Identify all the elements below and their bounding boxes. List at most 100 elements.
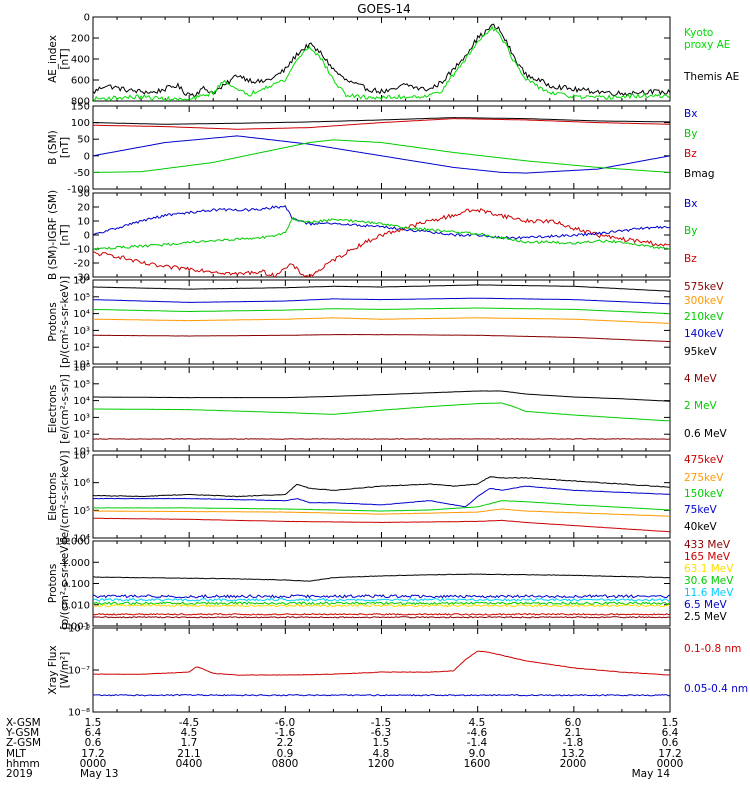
y-axis-label-line: [W/m²] — [59, 652, 71, 689]
series-line-275kev — [93, 508, 670, 517]
series-line-210kev — [93, 307, 670, 315]
y-axis-label: B (SM)-IGRF (SM)[nT] — [47, 190, 71, 280]
x-axis-value: 0800 — [272, 758, 299, 770]
y-tick-label: -10 — [74, 245, 90, 256]
y-tick-label: 10³ — [73, 413, 90, 424]
series-line-165-mev — [93, 613, 670, 616]
y-axis-label-line: [nT] — [59, 48, 71, 69]
x-axis-value: -1.8 — [563, 737, 584, 749]
x-axis-value: 1.5 — [662, 717, 679, 729]
series-line-kyoto — [93, 25, 670, 101]
y-tick-label: 30 — [77, 189, 90, 200]
x-axis-value: 0000 — [80, 758, 107, 770]
legend-entry: Bx — [684, 108, 697, 120]
y-axis-label-line: Protons — [47, 564, 59, 603]
x-axis-value: -6.0 — [275, 717, 296, 729]
y-tick-label: 400 — [71, 55, 90, 66]
series-line-63-1-mev — [93, 603, 670, 608]
series-line-by — [93, 216, 670, 251]
y-tick-label: 10⁻⁸ — [68, 708, 90, 719]
x-axis-value: -4.5 — [179, 717, 200, 729]
x-axis-value: 0.6 — [662, 737, 679, 749]
figure-title: GOES-14 — [357, 2, 411, 16]
legend-entry: 150keV — [684, 488, 724, 500]
y-tick-label: 10⁴ — [73, 396, 90, 407]
legend-entry: Bx — [684, 198, 697, 210]
x-axis-value: -4.6 — [467, 727, 488, 739]
legend-entry: 2 MeV — [684, 400, 718, 412]
x-axis-row-label: X-GSM — [6, 717, 41, 729]
y-tick-label: 100 — [71, 118, 90, 129]
y-tick-label: 0.100 — [61, 579, 90, 590]
series-line-575kev — [93, 333, 670, 342]
y-axis-label-line: B (SM) — [47, 130, 59, 164]
x-axis-value: 1.5 — [85, 717, 102, 729]
legend-entry: 75keV — [684, 504, 718, 516]
legend-entry: 433 MeV — [684, 539, 731, 551]
series-line-40kev — [93, 476, 670, 498]
series-line-bmag — [93, 117, 670, 125]
series-line-150kev — [93, 500, 670, 512]
y-axis-label: AE_index[nT] — [47, 35, 71, 83]
x-axis-value: 6.0 — [565, 717, 582, 729]
y-axis-label-line: B (SM)-IGRF (SM) — [47, 190, 59, 280]
series-line-bz — [93, 207, 670, 277]
x-axis-row-label: Z-GSM — [6, 737, 41, 749]
legend-entry: 0.1-0.8 nm — [684, 643, 741, 655]
legend-entry: By — [684, 225, 697, 237]
y-tick-label: 10⁶ — [73, 478, 90, 489]
y-tick-label: 0.001 — [61, 622, 90, 633]
legend-entry: 165 MeV — [684, 551, 731, 563]
y-tick-label: 600 — [71, 76, 90, 87]
y-tick-label: -100 — [67, 185, 90, 196]
x-axis-value: 13.2 — [561, 748, 584, 760]
y-tick-label: 10⁷ — [73, 451, 90, 462]
panel-electrons1: 10⁶10⁵10⁴10³10²10¹Electrons[e/(cm²-s-sr)… — [47, 363, 728, 458]
y-tick-label: 150 — [71, 102, 90, 113]
series-line-0-05-0-4-nm — [93, 693, 670, 697]
legend-entry: 6.5 MeV — [684, 599, 728, 611]
legend-entry: 300keV — [684, 295, 724, 307]
y-axis-label-line: Electrons — [47, 472, 59, 521]
x-axis-row-label: 2019 — [6, 768, 33, 780]
legend-entry: Themis AE — [683, 71, 739, 83]
series-line-475kev — [93, 517, 670, 533]
x-axis-value: 4.5 — [181, 727, 198, 739]
y-axis-label-line: AE_index — [47, 35, 59, 83]
y-tick-label: 10² — [73, 343, 90, 354]
panel-bsm: 150 100 50 0 -50 -100 B (SM)[nT] Bx By Bz Bmag — [47, 102, 715, 196]
y-axis-label: Electrons[e/(cm²-s-sr)] — [47, 374, 71, 443]
series-line-0-1-0-8-nm — [93, 650, 670, 676]
y-tick-label: 50 — [77, 135, 90, 146]
legend-entry: 4 MeV — [684, 373, 718, 385]
x-axis-value: 2.2 — [277, 737, 294, 749]
x-axis-value: 21.1 — [177, 748, 200, 760]
legend-entry: Kyoto — [684, 27, 713, 39]
y-tick-label: 20 — [77, 203, 90, 214]
y-tick-label: 10² — [73, 430, 90, 441]
y-tick-label: 10¹ — [73, 360, 90, 371]
x-axis-value: -1.4 — [467, 737, 488, 749]
y-axis-label: Protons[p/(cm²-s-sr-keV)] — [47, 537, 71, 629]
y-axis-label-line: Protons — [47, 302, 59, 341]
series-line-6-5-mev — [93, 594, 670, 599]
x-axis-value: 1.7 — [181, 737, 198, 749]
y-tick-label: 10⁶ — [73, 276, 90, 287]
x-axis-value: 0400 — [176, 758, 203, 770]
y-tick-label: 0 — [84, 231, 90, 242]
x-axis-value: 17.2 — [81, 748, 104, 760]
y-axis-label: B (SM)[nT] — [47, 130, 71, 164]
x-axis-value: 1.5 — [373, 737, 390, 749]
series-line-95kev — [93, 284, 670, 292]
y-axis-label-line: [p/(cm²-s-sr-keV)] — [59, 276, 71, 368]
y-tick-label: -30 — [74, 273, 90, 284]
x-axis-value: 9.0 — [469, 748, 486, 760]
y-tick-label: 10⁵ — [73, 506, 90, 517]
series-line-themis-ae — [93, 23, 670, 98]
x-axis-value: 6.4 — [662, 727, 679, 739]
